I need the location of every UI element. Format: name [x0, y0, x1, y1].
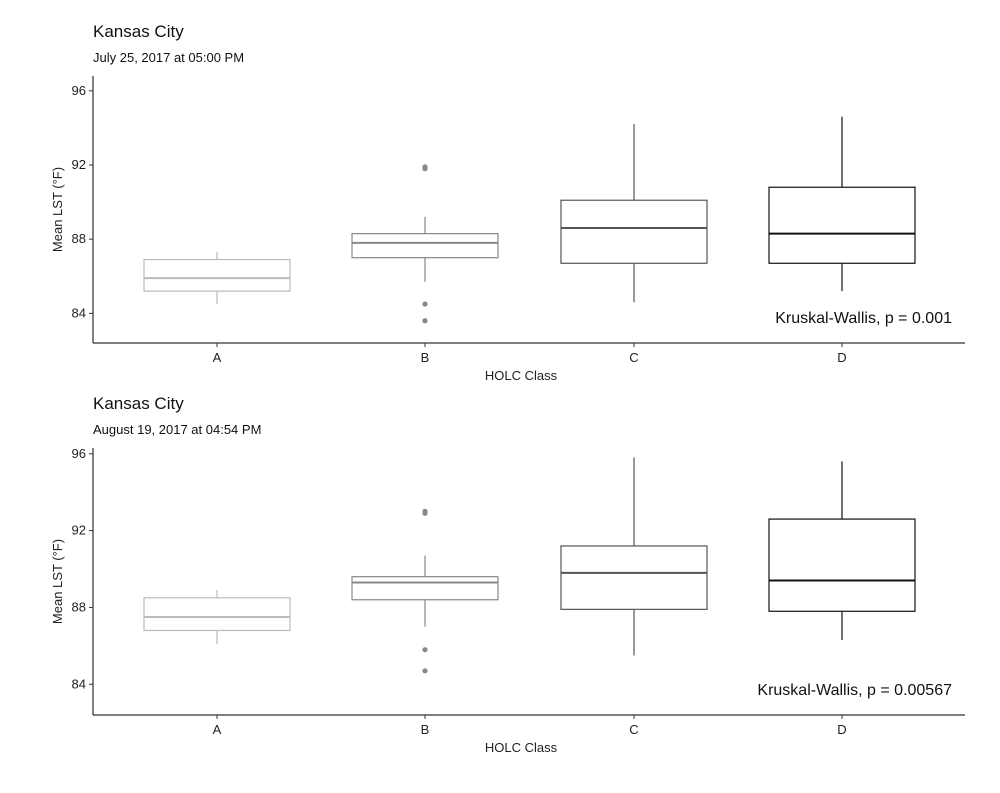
- box-A: [143, 590, 291, 644]
- chart-subtitle: August 19, 2017 at 04:54 PM: [93, 422, 262, 437]
- y-tick-label: 88: [72, 231, 86, 246]
- box-C: [560, 457, 708, 656]
- x-tick-label: C: [629, 350, 638, 365]
- x-tick-label: A: [213, 722, 222, 737]
- box-D: [768, 116, 916, 292]
- box-iqr: [560, 199, 708, 264]
- box-B: [351, 164, 499, 324]
- kruskal-wallis-annotation: Kruskal-Wallis, p = 0.00567: [757, 682, 952, 699]
- box-outlier: [422, 647, 428, 653]
- box-iqr: [768, 518, 916, 612]
- box-iqr: [560, 545, 708, 610]
- y-axis-title: Mean LST (°F): [50, 167, 65, 252]
- y-tick-label: 84: [72, 305, 86, 320]
- box-A: [143, 252, 291, 305]
- chart-panel-august: Kansas City August 19, 2017 at 04:54 PM …: [0, 372, 1000, 755]
- y-tick-label: 96: [72, 446, 86, 461]
- y-tick-label: 92: [72, 157, 86, 172]
- x-tick-label: D: [837, 722, 846, 737]
- y-tick-label: 88: [72, 599, 86, 614]
- x-tick-label: D: [837, 350, 846, 365]
- y-tick-label: 96: [72, 83, 86, 98]
- chart-title: Kansas City: [93, 22, 184, 41]
- chart-title: Kansas City: [93, 394, 184, 413]
- kruskal-wallis-annotation: Kruskal-Wallis, p = 0.001: [775, 310, 952, 327]
- x-axis-title: HOLC Class: [485, 740, 558, 755]
- chart-panel-july: Kansas City July 25, 2017 at 05:00 PM 84…: [0, 0, 1000, 383]
- x-tick-label: B: [421, 722, 430, 737]
- box-B: [351, 508, 499, 674]
- box-C: [560, 124, 708, 303]
- box-outlier: [422, 301, 428, 307]
- boxplot-svg: 84 88 92 96 A B C D HOLC Class Mean LST (°F): [50, 446, 965, 755]
- y-tick-label: 84: [72, 676, 86, 691]
- box-iqr: [351, 233, 499, 259]
- box-outlier: [422, 318, 428, 324]
- x-tick-label: B: [421, 350, 430, 365]
- y-axis-title: Mean LST (°F): [50, 539, 65, 624]
- y-tick-label: 92: [72, 523, 86, 538]
- box-outlier: [422, 510, 428, 516]
- x-tick-label: A: [213, 350, 222, 365]
- box-iqr: [768, 186, 916, 264]
- box-outlier: [422, 668, 428, 674]
- chart-subtitle: July 25, 2017 at 05:00 PM: [93, 50, 245, 65]
- box-outlier: [422, 164, 428, 170]
- x-axis-title: HOLC Class: [485, 368, 558, 383]
- box-iqr: [143, 597, 291, 632]
- box-iqr: [143, 258, 291, 292]
- box-iqr: [351, 576, 499, 601]
- x-tick-label: C: [629, 722, 638, 737]
- box-D: [768, 461, 916, 641]
- boxplot-svg: 84 88 92 96 A B C D HOLC Class Mean LST (°F): [50, 76, 965, 383]
